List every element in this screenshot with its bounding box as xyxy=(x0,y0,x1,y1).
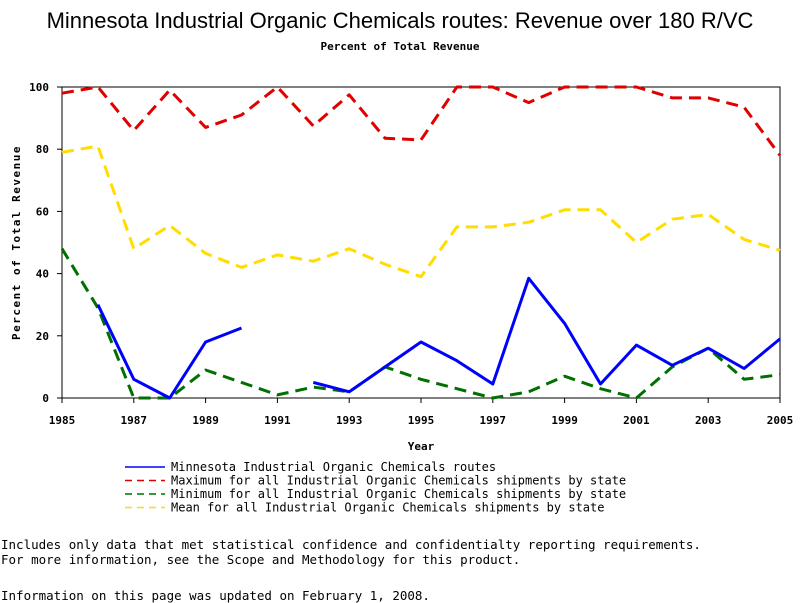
y-tick-label: 80 xyxy=(36,143,49,156)
footnote-updated: Information on this page was updated on … xyxy=(1,588,430,603)
x-tick-label: 1997 xyxy=(480,414,507,427)
legend: Minnesota Industrial Organic Chemicals r… xyxy=(125,460,626,515)
x-tick-label: 1995 xyxy=(408,414,435,427)
x-tick-label: 1999 xyxy=(551,414,578,427)
footnote-methodology: For more information, see the Scope and … xyxy=(1,552,521,567)
legend-label: Maximum for all Industrial Organic Chemi… xyxy=(171,474,626,488)
series-0 xyxy=(96,276,781,400)
x-tick-label: 1993 xyxy=(336,414,363,427)
series-2 xyxy=(60,247,781,400)
y-axis-label: Percent of Total Revenue xyxy=(10,145,23,340)
x-tick-label: 2005 xyxy=(767,414,794,427)
chart-title: Minnesota Industrial Organic Chemicals r… xyxy=(46,8,754,33)
series-line xyxy=(61,144,781,279)
y-tick-label: 40 xyxy=(36,268,49,281)
x-tick-label: 1987 xyxy=(121,414,148,427)
legend-label: Minnesota Industrial Organic Chemicals r… xyxy=(171,460,496,474)
plot-frame xyxy=(61,86,781,399)
y-tick-label: 100 xyxy=(29,81,49,94)
series-line xyxy=(60,247,781,400)
chart-subtitle: Percent of Total Revenue xyxy=(320,40,480,53)
footnote-confidentiality: Includes only data that met statistical … xyxy=(1,537,701,552)
x-tick-label: 1985 xyxy=(49,414,76,427)
y-tick-label: 60 xyxy=(36,205,49,218)
axes: 1985 1987 1989 1991 1993 1995 1997 1999 2001 2003… xyxy=(10,81,793,453)
series-3 xyxy=(61,144,781,279)
legend-label: Minimum for all Industrial Organic Chemi… xyxy=(171,487,626,501)
y-tick-label: 0 xyxy=(42,392,49,405)
x-axis-label: Year xyxy=(408,440,435,453)
x-tick-label: 1989 xyxy=(192,414,219,427)
series-line xyxy=(312,276,781,394)
series-layer xyxy=(60,85,782,400)
y-tick-label: 20 xyxy=(36,330,49,343)
legend-label: Mean for all Industrial Organic Chemical… xyxy=(171,501,604,515)
series-line xyxy=(96,304,243,400)
series-1 xyxy=(61,85,782,157)
x-tick-label: 2001 xyxy=(623,414,650,427)
x-tick-label: 1991 xyxy=(264,414,291,427)
series-line xyxy=(61,85,782,157)
x-tick-label: 2003 xyxy=(695,414,722,427)
